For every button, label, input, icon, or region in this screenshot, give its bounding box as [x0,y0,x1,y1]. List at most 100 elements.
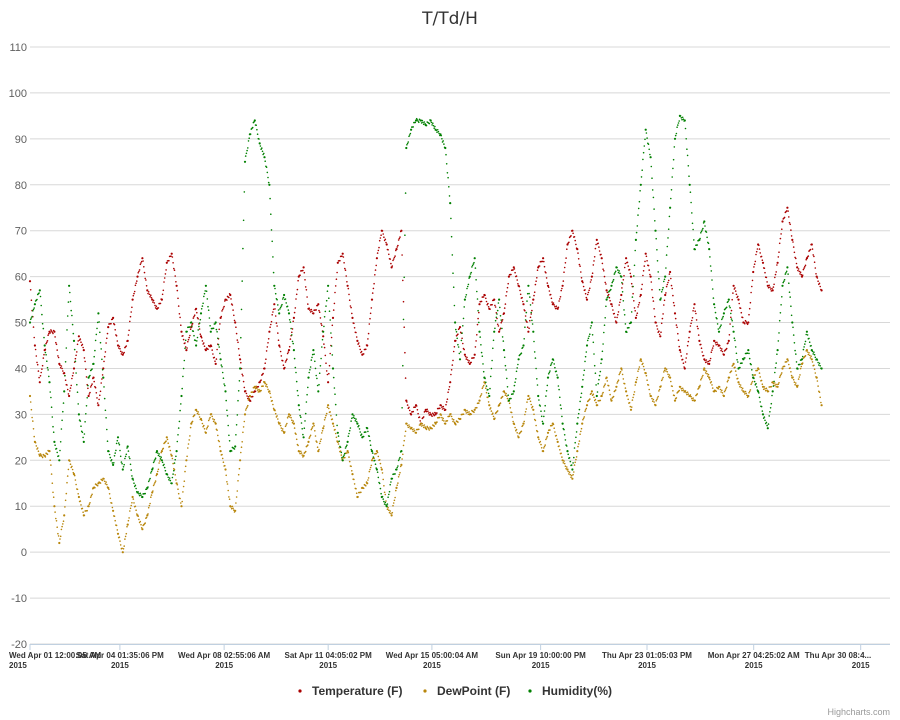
data-point[interactable] [302,454,305,457]
data-point[interactable] [131,298,134,301]
data-point[interactable] [595,238,598,241]
data-point[interactable] [77,335,80,338]
data-point[interactable] [522,422,525,425]
data-point[interactable] [307,440,310,443]
data-point[interactable] [390,266,393,269]
data-point[interactable] [400,450,403,453]
data-point[interactable] [195,307,198,310]
data-point[interactable] [312,349,315,352]
data-point[interactable] [634,238,638,241]
data-point[interactable] [517,436,520,439]
data-point[interactable] [820,289,823,292]
data-point[interactable] [654,229,657,232]
data-point[interactable] [791,238,794,241]
data-point[interactable] [698,238,701,241]
data-point[interactable] [322,335,325,338]
data-point[interactable] [546,431,550,434]
data-point[interactable] [170,454,173,457]
data-point[interactable] [757,390,760,393]
data-point[interactable] [585,404,589,407]
data-point[interactable] [180,330,183,333]
data-point[interactable] [180,505,183,508]
data-point[interactable] [488,394,491,398]
data-point[interactable] [698,385,701,388]
data-point[interactable] [805,349,809,352]
data-point[interactable] [366,344,369,347]
data-point[interactable] [546,376,550,379]
data-point[interactable] [556,376,559,379]
legend-item[interactable]: Humidity(%) [528,684,612,698]
data-point[interactable] [370,298,374,301]
data-point[interactable] [542,257,545,260]
data-point[interactable] [72,473,76,476]
data-point[interactable] [527,330,530,333]
data-point[interactable] [629,321,633,324]
data-point[interactable] [292,349,295,352]
data-point[interactable] [121,551,124,554]
legend-item[interactable]: DewPoint (F) [423,684,510,698]
data-point[interactable] [800,275,804,278]
data-point[interactable] [33,303,37,306]
data-point[interactable] [322,427,325,430]
data-point[interactable] [507,399,510,402]
data-point[interactable] [405,146,408,150]
data-point[interactable] [239,367,242,370]
data-point[interactable] [116,436,120,439]
data-point[interactable] [781,284,784,287]
data-point[interactable] [659,298,662,301]
data-point[interactable] [28,394,32,398]
data-point[interactable] [82,349,85,352]
data-point[interactable] [698,339,701,342]
data-point[interactable] [722,353,726,356]
data-point[interactable] [502,312,506,315]
data-point[interactable] [170,252,173,255]
data-point[interactable] [771,289,774,292]
data-point[interactable] [444,146,447,150]
data-point[interactable] [195,344,198,347]
data-point[interactable] [581,422,584,425]
data-point[interactable] [199,335,203,338]
data-point[interactable] [307,376,310,379]
legend-item[interactable]: Temperature (F) [298,684,402,698]
data-point[interactable] [571,468,574,471]
data-point[interactable] [620,367,623,370]
data-point[interactable] [370,450,374,453]
data-point[interactable] [243,413,247,416]
data-point[interactable] [331,316,335,319]
data-point[interactable] [458,326,462,329]
data-point[interactable] [732,330,735,333]
data-point[interactable] [263,381,266,384]
data-point[interactable] [375,257,378,260]
data-point[interactable] [375,468,378,471]
data-point[interactable] [63,514,66,517]
data-point[interactable] [53,440,56,443]
data-point[interactable] [141,528,144,531]
data-point[interactable] [38,381,41,384]
data-point[interactable] [273,284,276,287]
data-point[interactable] [498,330,501,333]
data-point[interactable] [28,321,32,324]
data-point[interactable] [336,440,339,443]
data-point[interactable] [771,390,774,393]
data-point[interactable] [581,280,584,283]
data-point[interactable] [473,353,476,356]
data-point[interactable] [566,468,569,471]
data-point[interactable] [556,307,559,310]
data-point[interactable] [424,408,427,411]
data-point[interactable] [33,344,37,347]
data-point[interactable] [605,376,608,379]
data-point[interactable] [703,220,706,223]
data-point[interactable] [126,445,129,448]
data-point[interactable] [688,330,691,333]
data-point[interactable] [722,312,726,315]
data-point[interactable] [160,450,163,453]
data-point[interactable] [258,142,261,145]
data-point[interactable] [224,390,227,393]
data-point[interactable] [190,422,193,425]
data-point[interactable] [561,284,564,287]
data-point[interactable] [107,326,110,329]
data-point[interactable] [625,257,628,260]
data-point[interactable] [268,183,271,186]
data-point[interactable] [331,422,335,425]
data-point[interactable] [576,450,579,453]
